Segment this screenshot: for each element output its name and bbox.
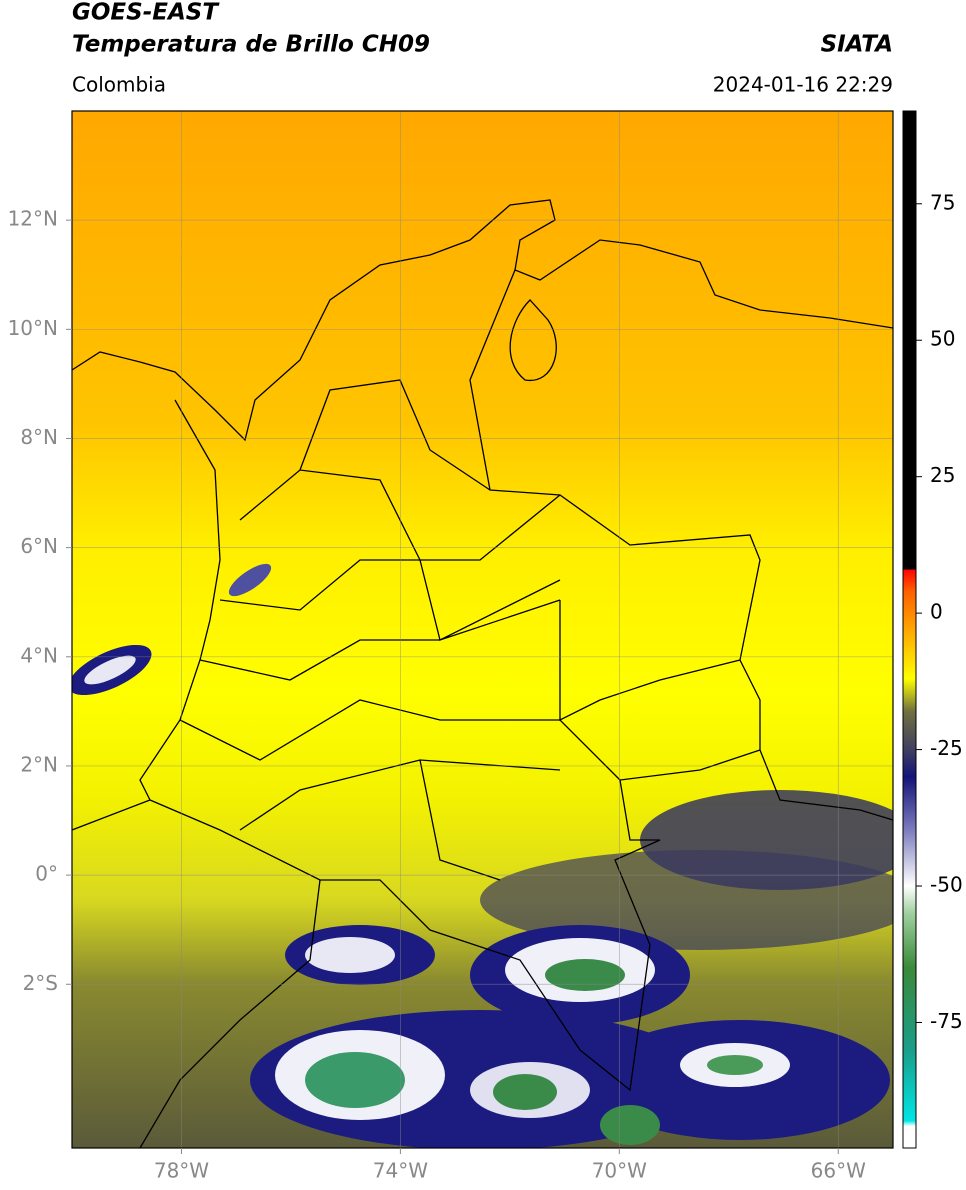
border: [559, 600, 741, 722]
cloud: [493, 1074, 557, 1110]
region: Colombia: [72, 73, 166, 97]
departments: [179, 379, 621, 881]
colorbar: [902, 110, 917, 1149]
cloud: [305, 1052, 405, 1108]
cloud: [545, 959, 625, 991]
peru-coast: [139, 879, 321, 1148]
cloud: [228, 563, 272, 597]
colorbar-tick-label: 75: [930, 190, 955, 214]
x-tick-label: 70°W: [592, 1159, 647, 1183]
colorbar-tick-label: -75: [930, 1009, 963, 1033]
colorbar-tick-label: -50: [930, 873, 963, 897]
map-frame: [71, 110, 894, 1149]
y-tick-label: 4°N: [20, 643, 58, 667]
x-tick-label: 66°W: [811, 1159, 866, 1183]
y-tick-label: 6°N: [20, 534, 58, 558]
cloud: [707, 1055, 763, 1075]
cloud: [600, 1105, 660, 1145]
source: SIATA: [821, 32, 893, 58]
y-tick-label: 8°N: [20, 425, 58, 449]
subtitle: Temperatura de Brillo CH09: [72, 32, 430, 58]
y-tick-label: 2°N: [20, 752, 58, 776]
colorbar-tick-label: 25: [930, 463, 955, 487]
timestamp: 2024-01-16 22:29: [713, 73, 893, 97]
x-tick-label: 78°W: [154, 1159, 209, 1183]
x-tick-label: 74°W: [373, 1159, 428, 1183]
colorbar-tick-label: 50: [930, 327, 955, 351]
cloud: [305, 937, 395, 973]
y-tick-label: 2°S: [23, 971, 58, 995]
cloud: [84, 655, 136, 685]
lake: [509, 299, 557, 381]
title: GOES-EAST: [72, 0, 220, 26]
pacific-coast: [139, 399, 221, 801]
y-tick-label: 10°N: [8, 316, 58, 340]
colorbar-tick-label: -25: [930, 736, 963, 760]
y-tick-label: 12°N: [8, 207, 58, 231]
grid: [72, 111, 893, 1148]
colorbar-tick-label: 0: [930, 600, 943, 624]
map-image: [72, 111, 893, 1148]
y-tick-label: 0°: [35, 862, 58, 886]
coastline: [72, 199, 893, 442]
border: [72, 749, 761, 1092]
